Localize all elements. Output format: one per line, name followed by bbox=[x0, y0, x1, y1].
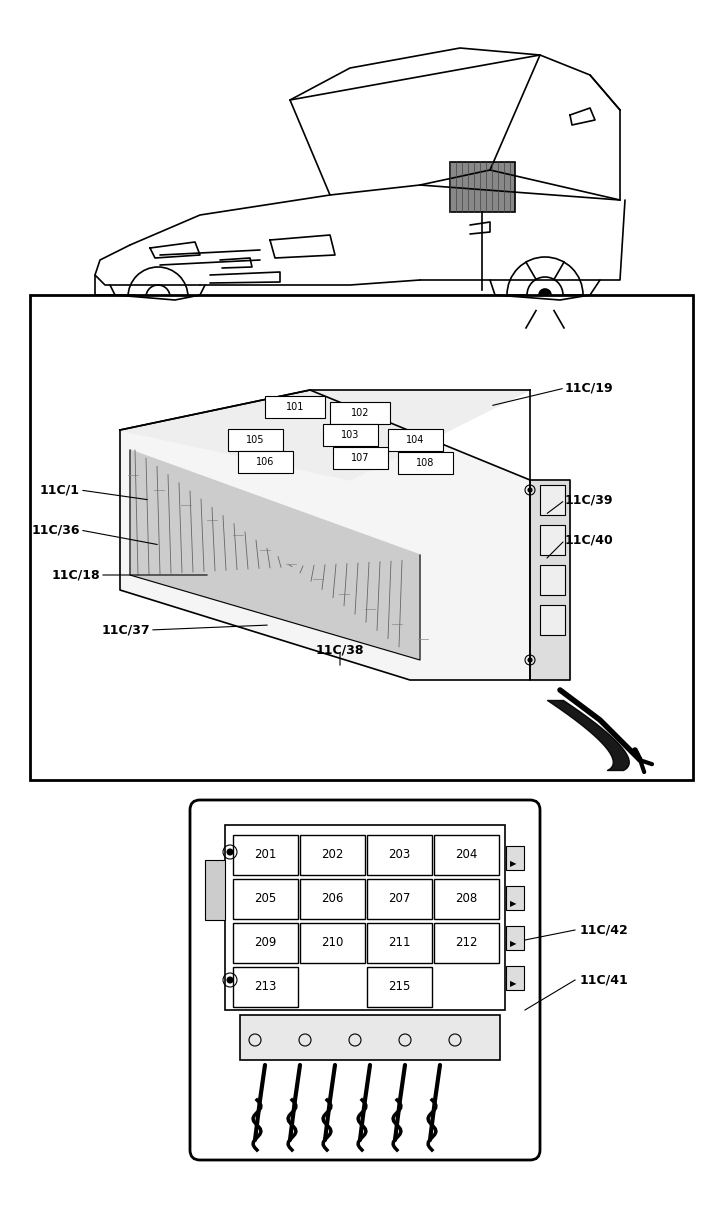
Bar bbox=[233, 923, 298, 963]
Text: 11C/37: 11C/37 bbox=[101, 624, 150, 637]
Bar bbox=[367, 923, 432, 963]
Bar bbox=[300, 923, 365, 963]
Text: 11C/36: 11C/36 bbox=[32, 524, 80, 536]
Text: 106: 106 bbox=[256, 457, 274, 466]
Text: ▶: ▶ bbox=[510, 939, 516, 949]
Text: 211: 211 bbox=[388, 937, 410, 950]
Text: 207: 207 bbox=[388, 893, 410, 905]
Circle shape bbox=[528, 658, 532, 663]
Text: 11C/18: 11C/18 bbox=[51, 569, 100, 581]
Bar bbox=[506, 966, 524, 990]
Text: 11C/41: 11C/41 bbox=[580, 973, 629, 987]
Text: 206: 206 bbox=[321, 893, 343, 905]
Bar bbox=[388, 429, 443, 451]
Bar bbox=[540, 565, 565, 596]
Bar bbox=[367, 967, 432, 1007]
Bar bbox=[506, 885, 524, 910]
Text: 215: 215 bbox=[388, 980, 410, 994]
Circle shape bbox=[227, 977, 233, 983]
Bar bbox=[300, 836, 365, 875]
Bar bbox=[540, 485, 565, 515]
Bar bbox=[506, 847, 524, 870]
Bar bbox=[265, 396, 325, 418]
Text: 104: 104 bbox=[406, 435, 424, 445]
Bar bbox=[434, 923, 499, 963]
Bar bbox=[240, 1015, 500, 1060]
Circle shape bbox=[539, 289, 551, 301]
Text: 11C/1: 11C/1 bbox=[40, 484, 80, 497]
Text: 101: 101 bbox=[286, 402, 304, 412]
Bar bbox=[367, 836, 432, 875]
Polygon shape bbox=[120, 390, 530, 680]
Bar bbox=[506, 926, 524, 950]
Bar bbox=[205, 860, 225, 920]
Bar bbox=[450, 162, 515, 212]
Text: 201: 201 bbox=[254, 849, 276, 861]
Text: 213: 213 bbox=[254, 980, 276, 994]
Bar bbox=[540, 525, 565, 555]
Bar bbox=[333, 447, 388, 469]
Text: 105: 105 bbox=[246, 435, 264, 445]
Bar bbox=[367, 879, 432, 920]
Text: ▶: ▶ bbox=[510, 900, 516, 909]
Bar bbox=[330, 402, 390, 424]
Polygon shape bbox=[120, 390, 530, 480]
Text: 11C/40: 11C/40 bbox=[565, 533, 614, 547]
Text: ▶: ▶ bbox=[510, 860, 516, 868]
Bar bbox=[434, 836, 499, 875]
Text: 209: 209 bbox=[254, 937, 276, 950]
Text: 108: 108 bbox=[416, 458, 435, 468]
Text: 107: 107 bbox=[351, 453, 369, 463]
Text: 102: 102 bbox=[351, 408, 369, 418]
Text: 204: 204 bbox=[455, 849, 477, 861]
FancyBboxPatch shape bbox=[190, 800, 540, 1160]
Text: 203: 203 bbox=[388, 849, 410, 861]
Bar bbox=[540, 605, 565, 635]
Text: 11C/19: 11C/19 bbox=[565, 381, 614, 395]
Text: 11C/39: 11C/39 bbox=[565, 493, 614, 507]
Bar bbox=[233, 879, 298, 920]
Circle shape bbox=[528, 488, 532, 492]
Bar bbox=[434, 879, 499, 920]
Bar bbox=[225, 825, 505, 1010]
Text: 11C/42: 11C/42 bbox=[580, 923, 629, 937]
Bar bbox=[228, 429, 283, 451]
Text: 212: 212 bbox=[455, 937, 477, 950]
Polygon shape bbox=[530, 480, 570, 680]
Bar bbox=[30, 295, 693, 780]
Text: 210: 210 bbox=[321, 937, 343, 950]
Bar bbox=[398, 452, 453, 474]
Text: 205: 205 bbox=[254, 893, 276, 905]
Text: 11C/38: 11C/38 bbox=[316, 643, 364, 657]
Bar bbox=[233, 836, 298, 875]
Polygon shape bbox=[130, 449, 420, 660]
Bar bbox=[233, 967, 298, 1007]
Circle shape bbox=[227, 849, 233, 855]
Bar bbox=[238, 451, 293, 473]
Text: ▶: ▶ bbox=[510, 979, 516, 989]
Bar bbox=[300, 879, 365, 920]
Text: 103: 103 bbox=[341, 430, 359, 440]
Bar bbox=[323, 424, 378, 446]
Text: 208: 208 bbox=[455, 893, 477, 905]
Text: 202: 202 bbox=[321, 849, 343, 861]
